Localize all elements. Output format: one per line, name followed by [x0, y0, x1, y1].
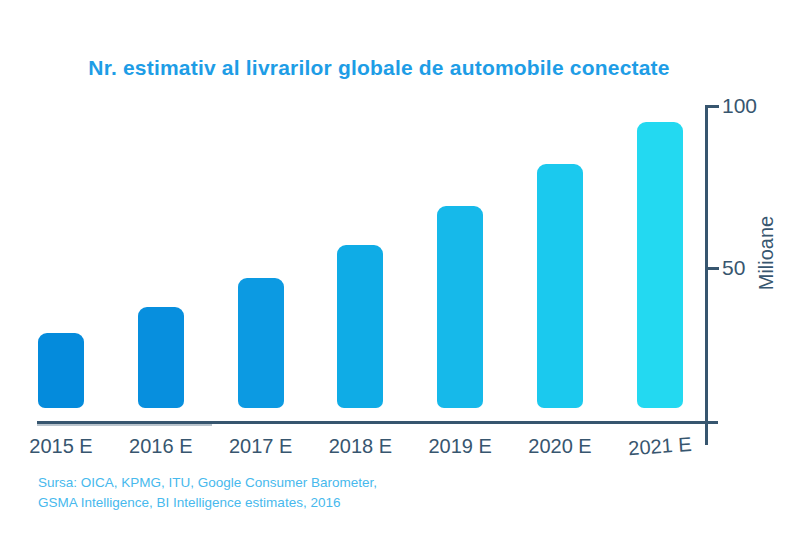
y-axis-title: Milioane: [755, 216, 778, 290]
chart-canvas: Nr. estimativ al livrarilor globale de a…: [0, 0, 800, 534]
x-axis-label-2020-e: 2020 E: [512, 435, 608, 458]
source-line-1: Sursa: OICA, KPMG, ITU, Google Consumer …: [38, 473, 377, 493]
chart-title: Nr. estimativ al livrarilor globale de a…: [0, 56, 758, 80]
y-axis-line: [705, 105, 708, 445]
source-note: Sursa: OICA, KPMG, ITU, Google Consumer …: [38, 473, 377, 512]
bar-2021-e: [637, 122, 683, 408]
x-axis-label-2021-e: 2021 E: [611, 432, 708, 462]
source-line-2: GSMA Intelligence, BI Intelligence estim…: [38, 493, 377, 513]
x-axis-label-2019-e: 2019 E: [412, 435, 508, 458]
y-tick-50: [706, 267, 719, 270]
bar-2018-e: [337, 245, 383, 408]
bar-2019-e: [437, 206, 483, 408]
x-axis-line-shadow: [37, 424, 212, 426]
bar-2015-e: [38, 333, 84, 408]
bar-2017-e: [238, 278, 284, 408]
bar-2020-e: [537, 164, 583, 408]
y-tick-label-100: 100: [722, 94, 757, 118]
bar-2016-e: [138, 307, 184, 408]
x-axis-label-2018-e: 2018 E: [312, 435, 408, 458]
x-axis-label-2015-e: 2015 E: [13, 435, 109, 458]
y-tick-label-50: 50: [722, 256, 745, 280]
x-axis-label-2016-e: 2016 E: [113, 435, 209, 458]
x-axis-label-2017-e: 2017 E: [213, 435, 309, 458]
y-tick-100: [706, 105, 719, 108]
